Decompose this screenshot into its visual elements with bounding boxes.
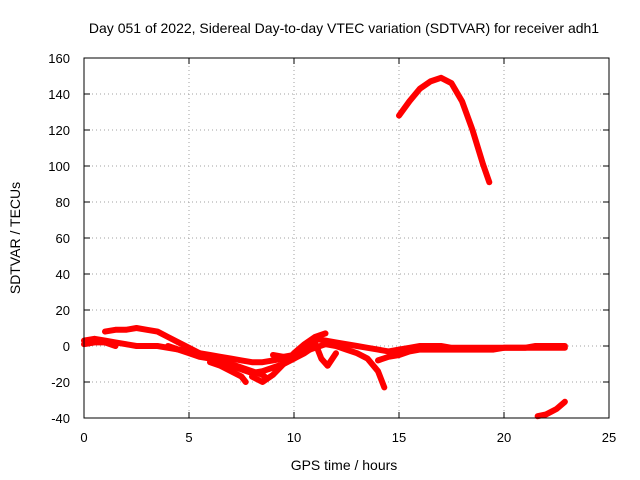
- series-line-arc-10: [375, 344, 568, 364]
- chart-title: Day 051 of 2022, Sidereal Day-to-day VTE…: [89, 20, 599, 36]
- y-tick-label: 100: [48, 159, 70, 174]
- series-line-arc-7: [270, 341, 388, 391]
- x-tick-label: 0: [80, 430, 87, 445]
- x-tick-label: 15: [392, 430, 406, 445]
- series-line-arc-3: [81, 339, 119, 349]
- y-tick-label: -40: [51, 411, 70, 426]
- series-line-arc-5: [207, 359, 249, 385]
- y-tick-label: 40: [56, 267, 70, 282]
- x-axis-label: GPS time / hours: [291, 457, 398, 473]
- y-tick-label: 160: [48, 51, 70, 66]
- x-tick-label: 10: [287, 430, 301, 445]
- series-line-arc-8: [280, 339, 339, 369]
- x-tick-label: 20: [497, 430, 511, 445]
- y-tick-label: 60: [56, 231, 70, 246]
- y-tick-label: 0: [63, 339, 70, 354]
- grid: [84, 58, 609, 418]
- series-line-arc-11: [396, 74, 493, 186]
- x-tick-label: 5: [185, 430, 192, 445]
- y-tick-label: 120: [48, 123, 70, 138]
- y-tick-label: -20: [51, 375, 70, 390]
- axis-ticks: 0 5 10 15 20 25 -40 -20 0 20 40 60 80 100 120 140 160: [48, 51, 616, 445]
- y-axis-label: SDTVAR / TECUs: [7, 182, 23, 294]
- y-tick-label: 140: [48, 87, 70, 102]
- plot-frame: [83, 57, 610, 419]
- series-line-arc-12: [534, 398, 568, 420]
- x-tick-label: 25: [602, 430, 616, 445]
- y-tick-label: 20: [56, 303, 70, 318]
- series-layer: [81, 74, 568, 420]
- y-tick-label: 80: [56, 195, 70, 210]
